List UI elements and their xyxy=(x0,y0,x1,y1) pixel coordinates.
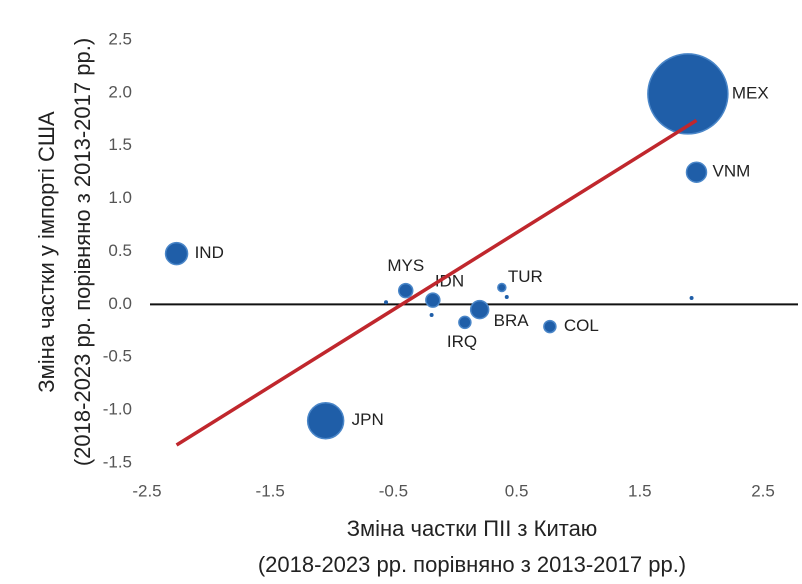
point-label: TUR xyxy=(508,267,543,286)
x-tick-label: -1.5 xyxy=(256,481,285,500)
bubble xyxy=(543,319,557,334)
point-label: IDN xyxy=(435,272,464,291)
bubble xyxy=(685,161,708,183)
y-tick-label: 0.5 xyxy=(108,241,132,260)
bubble xyxy=(397,282,414,299)
bubble xyxy=(164,241,189,266)
x-tick-label: 0.5 xyxy=(505,481,529,500)
y-tick-label: -1.5 xyxy=(103,452,132,471)
y-tick-label: 2.0 xyxy=(108,82,132,101)
point-label: IND xyxy=(195,243,224,262)
bubble xyxy=(458,315,472,330)
x-tick-label: -2.5 xyxy=(132,481,161,500)
x-tick-label: 2.5 xyxy=(751,481,775,500)
y-tick-label: 1.5 xyxy=(108,135,132,154)
y-tick-label: -0.5 xyxy=(103,347,132,366)
bubble xyxy=(306,401,345,440)
point-label: MEX xyxy=(732,83,769,102)
point-label: IRQ xyxy=(447,332,477,351)
bubble xyxy=(384,300,389,305)
bubble xyxy=(689,296,694,301)
point-label: BRA xyxy=(494,311,530,330)
bubble xyxy=(429,312,434,317)
bubble xyxy=(425,292,441,308)
y-tick-label: 1.0 xyxy=(108,188,132,207)
bubble xyxy=(647,53,729,135)
y-axis-subtitle: (2018-2023 рр. порівняно з 2013-2017 рр.… xyxy=(70,38,95,466)
y-tick-label: 2.5 xyxy=(108,29,132,48)
trend-line xyxy=(175,118,698,447)
x-axis-title: Зміна частки ПІІ з Китаю xyxy=(347,516,598,541)
bubble xyxy=(469,299,490,320)
point-label: COL xyxy=(564,316,599,335)
x-tick-label: 1.5 xyxy=(628,481,652,500)
bubble xyxy=(497,282,507,293)
y-tick-label: 0.0 xyxy=(108,294,132,313)
y-tick-label: -1.0 xyxy=(103,400,132,419)
x-axis-subtitle: (2018-2023 рр. порівняно з 2013-2017 рр.… xyxy=(258,552,686,577)
x-tick-label: -0.5 xyxy=(379,481,408,500)
bubble xyxy=(504,294,509,299)
point-label: JPN xyxy=(352,410,384,429)
point-label: MYS xyxy=(387,256,424,275)
point-label: VNM xyxy=(713,162,751,181)
y-axis-title: Зміна частки у імпорті США xyxy=(34,111,59,393)
